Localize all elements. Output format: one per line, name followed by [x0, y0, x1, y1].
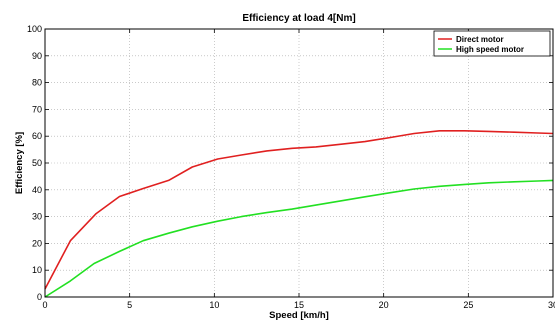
y-tick-label: 10 [32, 265, 42, 275]
x-axis-label: Speed [km/h] [269, 310, 329, 321]
grid [45, 29, 553, 297]
x-tick-label: 0 [42, 300, 47, 310]
y-tick-label: 0 [37, 292, 42, 302]
x-tick-label: 5 [127, 300, 132, 310]
series-line-direct-motor [44, 130, 554, 290]
y-tick-label: 20 [32, 238, 42, 248]
legend: Direct motor High speed motor [433, 30, 551, 57]
y-axis-label: Efficiency [%] [14, 132, 25, 194]
y-tick-label: 50 [32, 158, 42, 168]
x-tick-label: 30 [548, 300, 555, 310]
legend-box [433, 30, 551, 57]
y-tick-label: 60 [32, 131, 42, 141]
y-tick-label: 70 [32, 104, 42, 114]
y-tick-label: 40 [32, 185, 42, 195]
plot-area [45, 29, 553, 297]
legend-label-high-speed-motor: High speed motor [456, 45, 524, 54]
x-tick-label: 15 [294, 300, 304, 310]
y-tick-label: 90 [32, 51, 42, 61]
legend-label-direct-motor: Direct motor [456, 35, 504, 44]
x-tick-label: 10 [209, 300, 219, 310]
x-tick-label: 25 [463, 300, 473, 310]
y-tick-label: 100 [27, 24, 42, 34]
plot-frame [44, 28, 554, 298]
series-line-high-speed-motor [44, 179, 554, 298]
y-tick-label: 30 [32, 212, 42, 222]
x-tick-label: 20 [379, 300, 389, 310]
series-group [44, 130, 554, 298]
y-tick-label: 80 [32, 78, 42, 88]
chart-title: Efficiency at load 4[Nm] [242, 13, 355, 24]
